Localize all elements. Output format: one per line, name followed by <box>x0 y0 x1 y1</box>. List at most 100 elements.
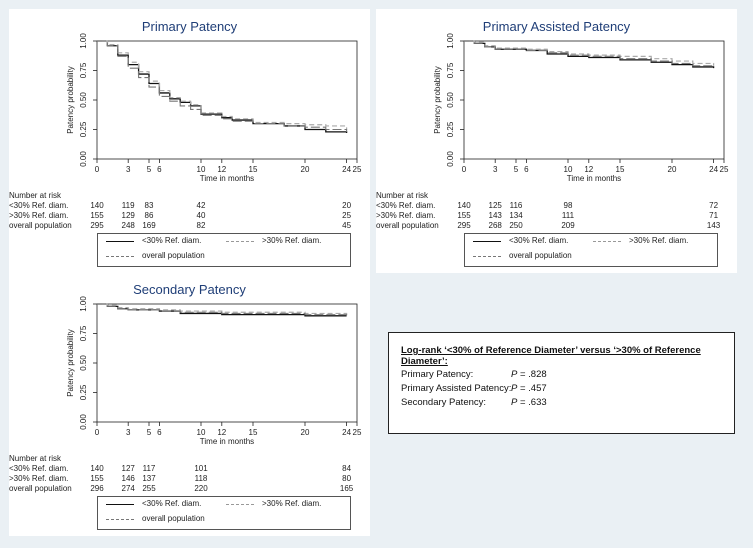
p-symbol: P <box>511 369 518 380</box>
legend-swatch-longdash <box>106 519 134 520</box>
risk-value: 125 <box>488 201 502 210</box>
legend-swatch-solid <box>106 504 134 505</box>
plot-frame <box>96 303 358 423</box>
x-tick-label: 0 <box>95 428 100 437</box>
risk-value: 137 <box>142 474 156 483</box>
risk-value: 80 <box>342 474 352 483</box>
x-axis-label: Time in months <box>200 437 254 446</box>
x-tick-label: 0 <box>462 165 467 174</box>
risk-row-label: >30% Ref. diam. <box>376 211 436 220</box>
y-axis-label: Patency probability <box>66 329 75 397</box>
x-tick-label: 15 <box>249 165 258 174</box>
series-line-longdash <box>97 303 348 316</box>
chart-title: Primary Patency <box>141 19 238 34</box>
p-value: = .633 <box>517 397 547 408</box>
y-tick-label: 0.75 <box>79 62 88 78</box>
legend-swatch-dash <box>226 504 254 505</box>
risk-value: 118 <box>194 474 208 483</box>
primary-assisted-patency-chart: 0.00 0.25 0.50 0.75 1.00 0 3 5 6 10 12 15 20 24 25 Time… <box>433 33 729 183</box>
x-tick-label: 15 <box>249 428 258 437</box>
legend-swatch-solid <box>473 241 501 242</box>
x-tick-label: 3 <box>126 165 131 174</box>
series-line-dash <box>464 40 715 66</box>
risk-value: 295 <box>90 221 104 230</box>
legend-swatch-longdash <box>473 256 501 257</box>
legend-swatch-solid <box>106 241 134 242</box>
y-tick-label: 0.25 <box>79 121 88 137</box>
risk-value: 140 <box>457 201 471 210</box>
x-tick-label: 10 <box>564 165 573 174</box>
risk-value: 209 <box>561 221 575 230</box>
chart-title: Secondary Patency <box>133 282 246 297</box>
risk-value: 71 <box>709 211 719 220</box>
x-tick-label: 10 <box>197 165 206 174</box>
legend: <30% Ref. diam. >30% Ref. diam. overall … <box>97 496 351 530</box>
y-tick-label: 1.00 <box>446 33 455 49</box>
y-axis-label: Patency probability <box>66 66 75 134</box>
risk-row-label: <30% Ref. diam. <box>9 201 69 210</box>
risk-value: 268 <box>488 221 502 230</box>
risk-value: 20 <box>342 201 352 210</box>
risk-value: 146 <box>121 474 135 483</box>
risk-value: 169 <box>142 221 156 230</box>
series-line-longdash <box>97 40 348 132</box>
y-axis-label: Patency probability <box>433 66 442 134</box>
x-tick-label: 5 <box>514 165 519 174</box>
risk-value: 143 <box>488 211 502 220</box>
x-tick-label: 5 <box>147 165 152 174</box>
x-tick-label: 15 <box>616 165 625 174</box>
risk-value: 116 <box>509 201 523 210</box>
primary-assisted-patency-panel: Primary Assisted Patency 0.00 0.25 0.50 0.7… <box>376 9 737 273</box>
y-tick-label: 0.50 <box>446 92 455 108</box>
logrank-box: Log-rank ‘<30% of Reference Diameter’ ve… <box>388 332 735 434</box>
risk-value: 274 <box>121 484 135 493</box>
risk-table: Number at risk <30% Ref. diam. >30% Ref.… <box>9 191 370 239</box>
risk-row-label: >30% Ref. diam. <box>9 211 69 220</box>
risk-value: 25 <box>342 211 352 220</box>
risk-value: 255 <box>142 484 156 493</box>
legend-item: >30% Ref. diam. <box>629 236 689 245</box>
risk-value: 295 <box>457 221 471 230</box>
y-tick-label: 0.75 <box>446 62 455 78</box>
secondary-patency-chart: 0.00 0.25 0.50 0.75 1.00 0 3 5 6 10 12 15 20 24 25 Time… <box>66 296 362 446</box>
risk-value: 250 <box>509 221 523 230</box>
p-symbol: P <box>511 383 518 394</box>
plot-frame <box>463 40 725 160</box>
y-tick-label: 0.50 <box>79 92 88 108</box>
legend-item: <30% Ref. diam. <box>509 236 569 245</box>
x-tick-label: 20 <box>301 428 310 437</box>
legend-item: >30% Ref. diam. <box>262 499 322 508</box>
x-tick-label: 0 <box>95 165 100 174</box>
plot-frame <box>96 40 358 160</box>
logrank-row-value: P = .633 <box>511 397 547 408</box>
series-line-longdash <box>464 40 715 67</box>
p-value: = .457 <box>517 383 547 394</box>
risk-value: 143 <box>706 221 721 230</box>
x-tick-label: 3 <box>126 428 131 437</box>
x-tick-label: 24 <box>342 428 351 437</box>
p-value: = .828 <box>517 369 547 380</box>
x-tick-label: 12 <box>217 165 226 174</box>
y-tick-label: 1.00 <box>79 33 88 49</box>
series-line-solid <box>97 40 348 134</box>
risk-value: 72 <box>709 201 719 210</box>
risk-value: 86 <box>144 211 154 220</box>
x-tick-label: 20 <box>301 165 310 174</box>
x-tick-label: 12 <box>217 428 226 437</box>
risk-value: 296 <box>90 484 104 493</box>
risk-table: Number at risk <30% Ref. diam. >30% Ref.… <box>9 454 370 502</box>
risk-table: Number at risk <30% Ref. diam. >30% Ref.… <box>376 191 737 239</box>
legend-swatch-longdash <box>106 256 134 257</box>
x-tick-label: 10 <box>197 428 206 437</box>
risk-table-header: Number at risk <box>9 191 62 200</box>
legend-swatch-dash <box>226 241 254 242</box>
y-tick-label: 0.00 <box>79 414 88 430</box>
x-tick-label: 20 <box>668 165 677 174</box>
legend-item: overall population <box>142 251 205 260</box>
risk-value: 42 <box>196 201 206 210</box>
y-tick-label: 0.00 <box>79 151 88 167</box>
secondary-patency-panel: Secondary Patency 0.00 0.25 0.50 0.75 1.00 0 3… <box>9 272 370 536</box>
x-tick-label: 6 <box>157 428 162 437</box>
risk-value: 84 <box>342 464 352 473</box>
x-axis-label: Time in months <box>200 174 254 183</box>
